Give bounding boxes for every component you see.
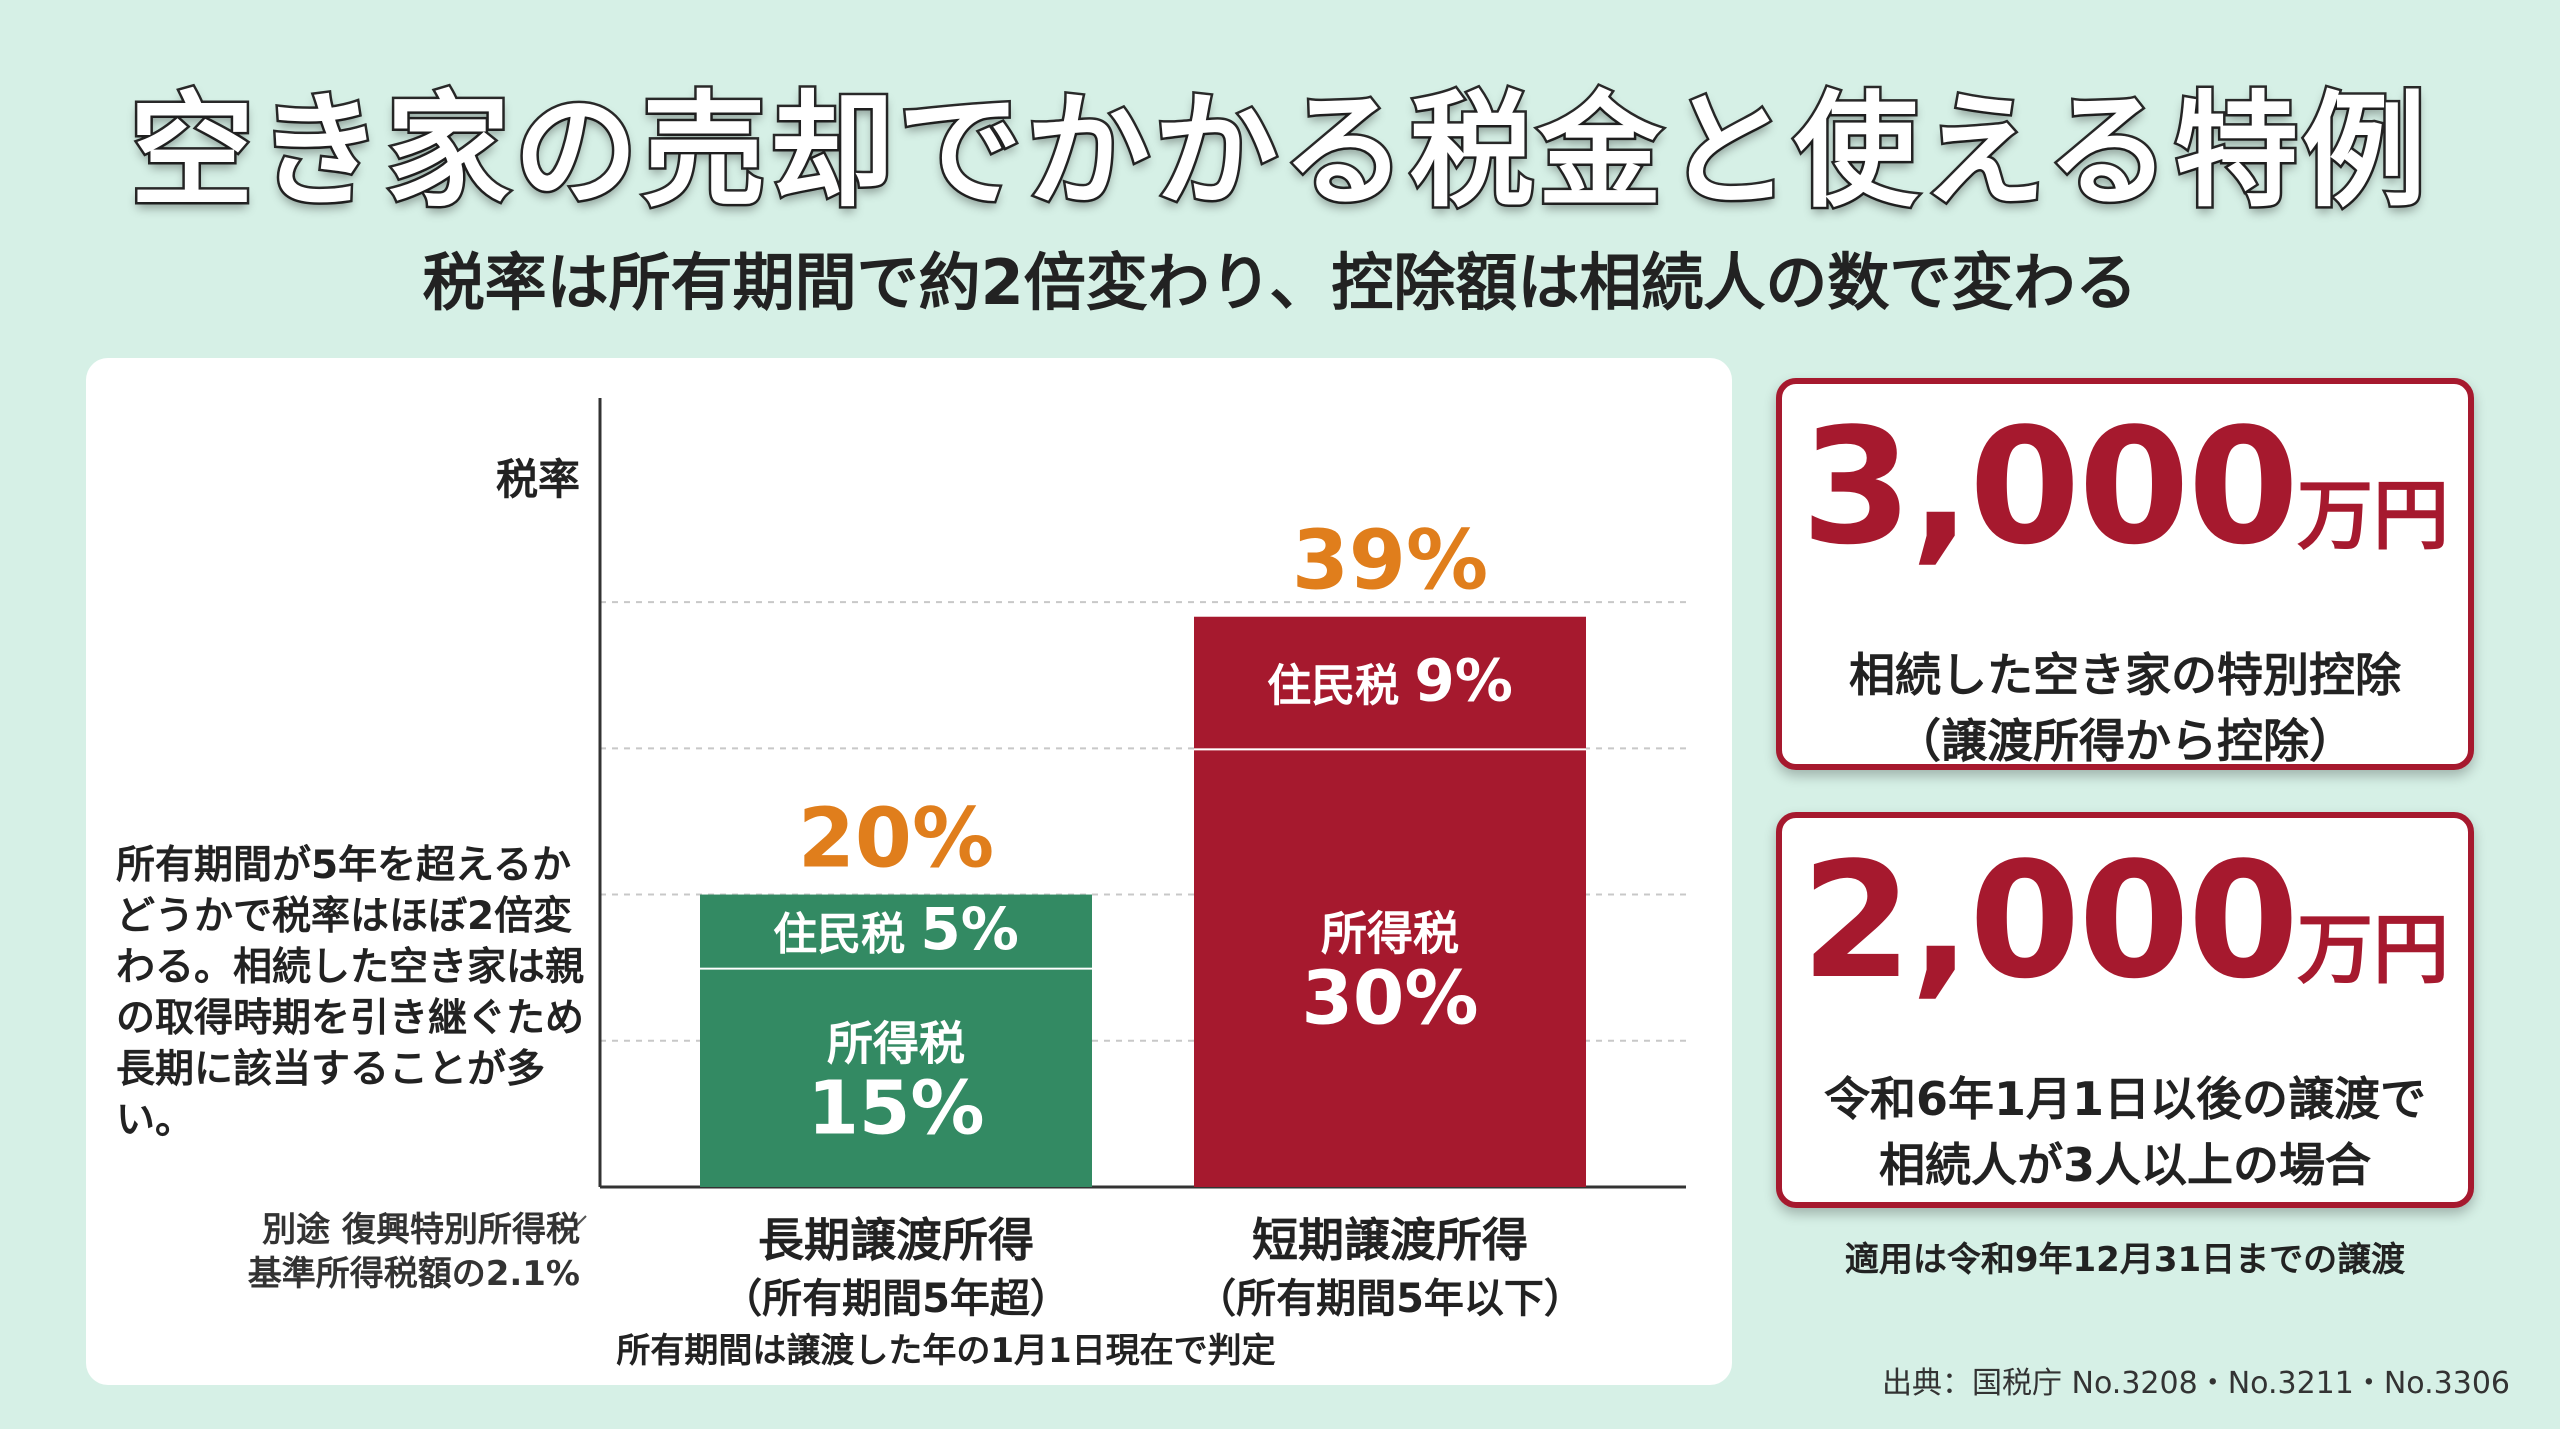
amount-number: 3,000 [1800, 393, 2299, 580]
segment-value-label: 5% [920, 895, 1018, 963]
amount-unit: 万円 [2297, 471, 2450, 560]
category-sublabel: （所有期間5年以下） [1196, 1276, 1584, 1322]
desc-line1: 相続した空き家の特別控除 [1849, 648, 2401, 702]
category-label: 短期譲渡所得 [1252, 1213, 1528, 1267]
segment-series-label: 所得税 [827, 1016, 965, 1070]
main-title: 空き家の売却でかかる税金と使える特例 [127, 78, 2431, 227]
reconstruction-tax-note: 別途 復興特別所得税 基準所得税額の2.1% [160, 1208, 580, 1296]
segment-label: 住民税 9% [1267, 647, 1513, 715]
bar-segment-resident-tax [700, 894, 1092, 968]
deduction-amount: 2,000万円 [1782, 836, 2468, 1056]
deduction-card-2000: 2,000万円 令和6年1月1日以後の譲渡で 相続人が3人以上の場合 [1776, 812, 2474, 1208]
bar-total-label: 39% [1292, 514, 1488, 609]
subtitle: 税率は所有期間で約2倍変わり、控除額は相続人の数で変わる [422, 246, 2138, 319]
category-sublabel: （所有期間5年超） [722, 1276, 1070, 1322]
segment-label: 住民税 5% [773, 895, 1019, 963]
amount-unit: 万円 [2297, 905, 2450, 994]
category-label: 長期譲渡所得 [758, 1213, 1034, 1267]
deduction-description: 令和6年1月1日以後の譲渡で 相続人が3人以上の場合 [1782, 1066, 2468, 1198]
chart-panel: 税率 所得税 15% 住民税 5% 20% 長期譲渡所得 （所有期間5年超） 所得税 30% 住民… [86, 358, 1732, 1385]
segment-value-label: 30% [1301, 956, 1478, 1042]
segment-value-label: 15% [807, 1065, 984, 1151]
amount-number: 2,000 [1800, 827, 2299, 1014]
desc-line2: （譲渡所得から控除） [1895, 714, 2355, 768]
deduction-card-3000: 3,000万円 相続した空き家の特別控除 （譲渡所得から控除） [1776, 378, 2474, 770]
bar-segment-income-tax [700, 967, 1092, 1187]
y-axis-label: 税率 [496, 455, 580, 504]
foot-note-line1: 別途 復興特別所得税 [262, 1210, 580, 1250]
segment-series-label: 所得税 [1321, 907, 1459, 961]
segment-series-label: 住民税 [773, 909, 920, 960]
source-credit: 出典：国税庁 No.3208・No.3211・No.3306 [1882, 1366, 2510, 1401]
foot-note-line2: 基準所得税額の2.1% [247, 1254, 580, 1294]
segment-series-label: 住民税 [1267, 661, 1414, 712]
side-note: 所有期間が5年を超えるかどうかで税率はほぼ2倍変わる。相続した空き家は親の取得時… [116, 843, 585, 1143]
bar-segment-income-tax [1194, 748, 1586, 1187]
desc-line1: 令和6年1月1日以後の譲渡で [1823, 1072, 2427, 1126]
bar-total-label: 20% [798, 792, 994, 887]
deduction-amount: 3,000万円 [1782, 402, 2468, 622]
apply-period-note: 適用は令和9年12月31日までの譲渡 [1844, 1240, 2406, 1280]
foot-note-leader [563, 1215, 587, 1239]
segment-value-label: 9% [1414, 647, 1512, 715]
x-axis-note: 所有期間は譲渡した年の1月1日現在で判定 [616, 1331, 1275, 1371]
deduction-description: 相続した空き家の特別控除 （譲渡所得から控除） [1782, 642, 2468, 774]
desc-line2: 相続人が3人以上の場合 [1878, 1138, 2371, 1192]
bar-segment-resident-tax [1194, 616, 1586, 749]
